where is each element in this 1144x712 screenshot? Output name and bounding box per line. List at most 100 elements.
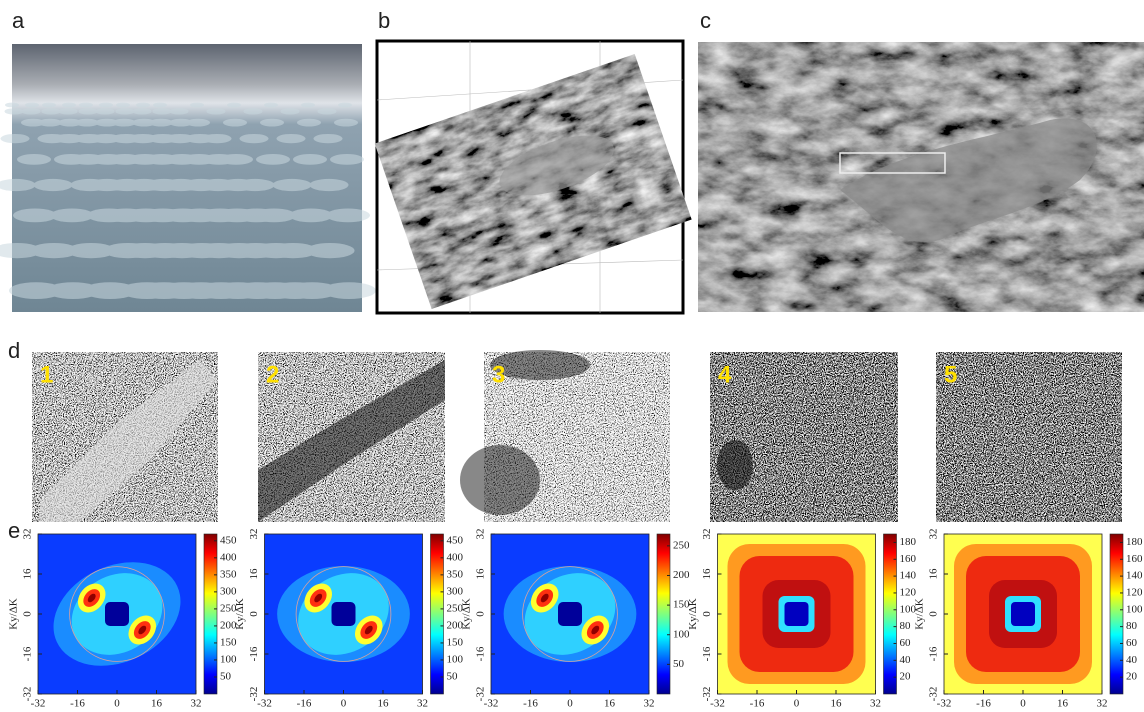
colorbar xyxy=(1109,533,1124,695)
y-tick-label: -32 xyxy=(928,687,940,702)
x-tick-label: 16 xyxy=(151,698,163,710)
colorbar-tick-label: 160 xyxy=(900,553,917,565)
y-tick-label: -32 xyxy=(248,687,260,702)
ice-pancake xyxy=(70,178,110,192)
x-tick-label: 32 xyxy=(870,698,881,710)
colorbar-tick-label: 100 xyxy=(900,603,917,615)
x-tick-label: -16 xyxy=(297,698,312,710)
contour-fill xyxy=(558,602,582,626)
colorbar-tick-label: 180 xyxy=(1126,536,1143,548)
ice-pancake xyxy=(181,178,221,192)
ice-pancake xyxy=(326,208,370,223)
spectrum-plot: -32-1601632-32-1601632Kx/ΔKKy/ΔK50100150… xyxy=(8,529,237,712)
colorbar-tick-label: 140 xyxy=(900,570,917,582)
x-tick-label: 0 xyxy=(114,698,120,710)
y-tick-label: -16 xyxy=(248,646,260,661)
colorbar-tick-label: 80 xyxy=(900,620,912,632)
ice-pancake xyxy=(21,118,45,127)
ice-pancake xyxy=(301,102,315,108)
ice-pancake xyxy=(124,208,168,223)
colorbar-tick-label: 200 xyxy=(673,569,690,581)
colorbar-tick-label: 250 xyxy=(220,602,237,614)
ice-pancake xyxy=(62,102,76,108)
contour-fill xyxy=(87,593,96,603)
y-axis-label: Ky/ΔK xyxy=(461,598,473,630)
colorbar-tick-label: 100 xyxy=(673,628,690,640)
x-tick-label: 16 xyxy=(1057,698,1069,710)
y-tick-label: 16 xyxy=(248,568,260,580)
colorbar-tick-label: 250 xyxy=(447,602,464,614)
ice-pancake xyxy=(268,282,322,299)
ice-pancake xyxy=(136,102,150,108)
colorbar-tick-label: 350 xyxy=(447,568,464,580)
panel-label: e xyxy=(8,518,20,543)
y-axis-label: Ky/ΔK xyxy=(687,598,699,630)
ice-pancake xyxy=(103,242,153,259)
contour-fill xyxy=(591,625,600,635)
colorbar-tick-label: 300 xyxy=(447,585,464,597)
colorbar-tick-label: 400 xyxy=(447,551,464,563)
ice-pancake xyxy=(338,102,352,108)
x-tick-label: 0 xyxy=(567,698,573,710)
ice-pancake xyxy=(177,242,227,259)
ice-pancake xyxy=(256,154,290,165)
colorbar-tick-label: 250 xyxy=(673,539,690,551)
y-tick-label: 32 xyxy=(928,529,940,540)
ice-pancake xyxy=(231,282,285,299)
ice-pancake xyxy=(206,108,226,115)
colorbar xyxy=(430,533,444,695)
colorbar-tick-label: 120 xyxy=(1126,586,1143,598)
ice-pancake xyxy=(120,282,174,299)
ice-pancake xyxy=(79,102,93,108)
y-tick-label: -32 xyxy=(22,687,34,702)
y-tick-label: 0 xyxy=(928,611,940,617)
contour-fill xyxy=(138,625,147,635)
contour-fill xyxy=(314,593,323,603)
colorbar-tick-label: 60 xyxy=(1126,637,1138,649)
ice-pancake xyxy=(153,102,167,108)
y-tick-label: 16 xyxy=(22,568,34,580)
ice-pancake xyxy=(25,102,39,108)
ice-pancake xyxy=(293,154,327,165)
x-tick-label: -16 xyxy=(70,698,85,710)
ice-pancake xyxy=(317,108,337,115)
colorbar-tick-label: 100 xyxy=(1126,603,1143,615)
ice-pancake xyxy=(58,118,82,127)
panel-label: b xyxy=(378,8,390,33)
ice-pancake xyxy=(21,108,41,115)
ice-pancake xyxy=(140,242,190,259)
contour-fill xyxy=(1011,602,1035,626)
ice-pancake xyxy=(148,133,178,144)
ice-pancake xyxy=(74,133,104,144)
colorbar-tick-label: 80 xyxy=(1126,620,1138,632)
colorbar-tick-label: 150 xyxy=(673,599,690,611)
circle-guide xyxy=(522,566,618,662)
ice-pancake xyxy=(280,108,300,115)
ice-pancake xyxy=(251,242,301,259)
x-tick-label: 16 xyxy=(378,698,390,710)
ice-pancake xyxy=(116,102,130,108)
image-c xyxy=(698,42,1144,312)
subpanel-label: 4 xyxy=(718,361,732,388)
ice-pancake xyxy=(50,208,94,223)
colorbar-tick-label: 450 xyxy=(220,534,237,546)
image-d1 xyxy=(32,352,218,522)
y-tick-label: 16 xyxy=(928,568,940,580)
colorbar-tick-label: 180 xyxy=(900,536,917,548)
ice-pancake xyxy=(169,118,193,127)
y-tick-label: -32 xyxy=(701,687,713,702)
ice-pancake xyxy=(112,118,136,127)
spectrum-plot: -32-1601632-32-1601632Kx/ΔKKy/ΔK20406080… xyxy=(914,529,1143,712)
image-d2 xyxy=(258,352,445,522)
y-axis-label: Ky/ΔK xyxy=(8,598,20,630)
x-tick-label: -32 xyxy=(484,698,499,710)
colorbar-tick-label: 150 xyxy=(447,636,464,648)
colorbar-tick-label: 40 xyxy=(900,654,912,666)
contour-fill xyxy=(105,602,129,626)
ice-pancake xyxy=(132,118,156,127)
ice-pancake xyxy=(0,133,30,144)
spectrum-plot: -32-1601632-32-1601632Kx/ΔKKy/ΔK50100150… xyxy=(234,529,463,712)
ice-pancake xyxy=(330,154,364,165)
image-d3 xyxy=(460,350,670,522)
